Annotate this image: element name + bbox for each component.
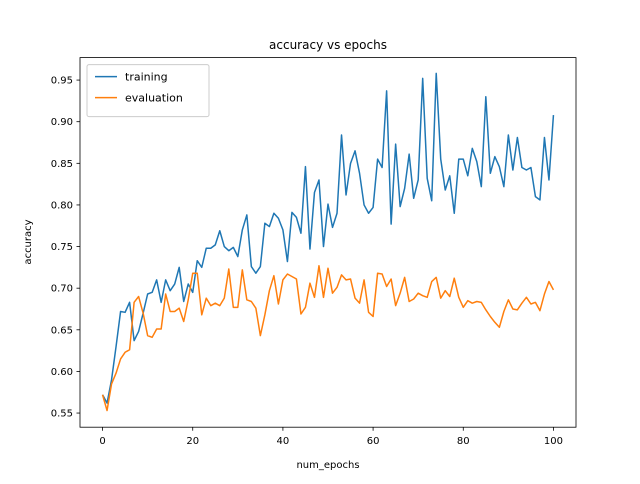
y-tick-label: 0.75 [51, 242, 73, 253]
y-tick-label: 0.85 [51, 159, 73, 170]
x-tick-label: 60 [367, 436, 380, 447]
line-series [101, 72, 555, 404]
x-tick-label: 0 [99, 436, 105, 447]
x-tick-label: 80 [457, 436, 470, 447]
y-tick-label: 0.55 [51, 409, 73, 420]
legend-label: evaluation [125, 92, 183, 105]
y-tick-label: 0.70 [51, 284, 73, 295]
legend-box [86, 64, 210, 118]
x-axis-label: num_epochs [296, 460, 359, 471]
y-tick-label: 0.95 [51, 76, 73, 87]
legend-label: training [125, 71, 168, 84]
y-tick-label: 0.90 [51, 117, 73, 128]
y-tick-label: 0.65 [51, 325, 73, 336]
y-tick-label: 0.80 [51, 200, 73, 211]
line-series [101, 264, 555, 412]
chart-title: accuracy vs epochs [269, 38, 387, 52]
y-axis-label: accuracy [23, 219, 34, 264]
y-tick-label: 0.60 [51, 367, 73, 378]
x-tick-label: 100 [544, 436, 563, 447]
x-tick-label: 20 [186, 436, 199, 447]
x-tick-label: 40 [277, 436, 290, 447]
plot-frame [79, 57, 577, 428]
